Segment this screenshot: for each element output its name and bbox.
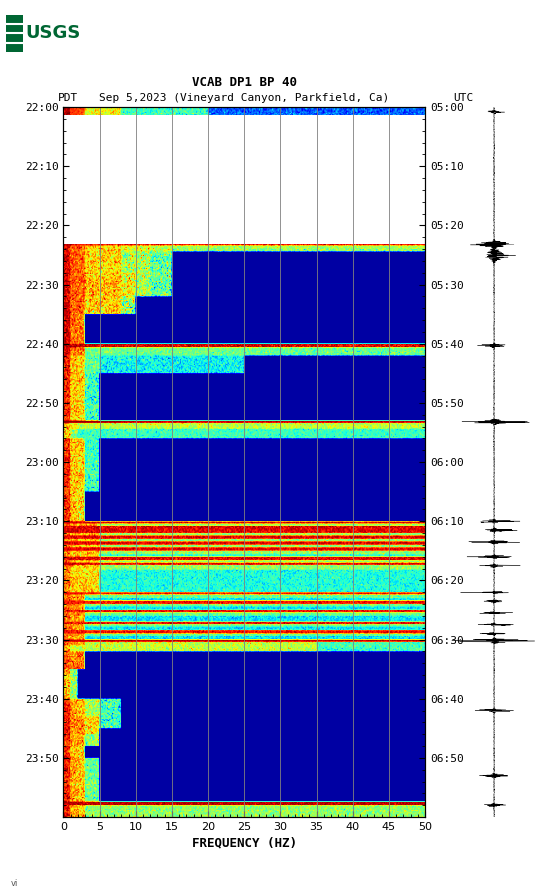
- Text: VCAB DP1 BP 40: VCAB DP1 BP 40: [192, 76, 297, 89]
- Text: Sep 5,2023 (Vineyard Canyon, Parkfield, Ca): Sep 5,2023 (Vineyard Canyon, Parkfield, …: [99, 93, 389, 103]
- Text: PDT: PDT: [58, 93, 78, 103]
- X-axis label: FREQUENCY (HZ): FREQUENCY (HZ): [192, 836, 297, 849]
- Text: UTC: UTC: [454, 93, 474, 103]
- FancyBboxPatch shape: [6, 15, 23, 52]
- Text: vi: vi: [11, 879, 18, 888]
- Text: USGS: USGS: [25, 24, 81, 43]
